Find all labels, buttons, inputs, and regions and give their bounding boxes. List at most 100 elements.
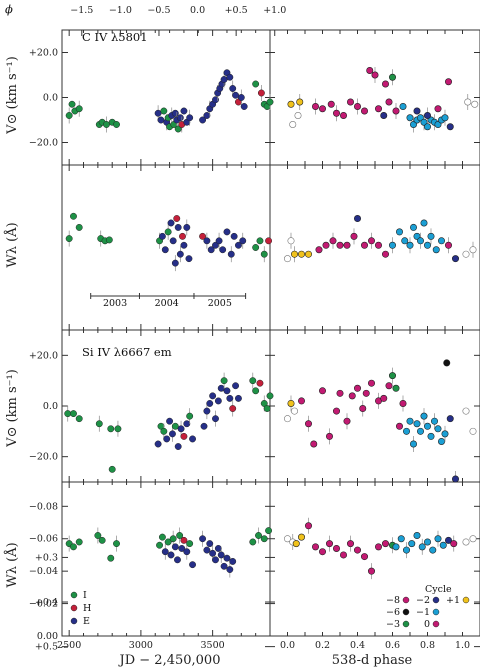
data-point-right	[399, 399, 407, 407]
data-point-right	[469, 427, 477, 435]
y-tick-label: −0.08	[29, 501, 58, 512]
data-point-left	[103, 121, 110, 128]
data-point-right	[402, 546, 410, 554]
cycle-legend-marker	[402, 608, 410, 616]
data-point-right	[297, 250, 305, 258]
data-point-right	[413, 107, 421, 115]
data-point-left	[70, 410, 77, 418]
data-point-right	[451, 255, 459, 263]
data-point-right	[446, 415, 454, 423]
data-point-left	[180, 241, 188, 249]
data-point-left	[239, 237, 247, 245]
data-point-left	[189, 561, 196, 569]
data-point-right	[451, 475, 459, 483]
data-point-right	[444, 536, 452, 544]
year-label: 2004	[155, 298, 179, 309]
data-point-right	[434, 105, 442, 113]
phi-tick-label: −0.5	[147, 5, 170, 16]
ylabel-panel2: Wλ (Å)	[4, 222, 20, 267]
legend-marker	[70, 604, 78, 612]
data-point-left	[105, 236, 113, 244]
data-point-right	[339, 551, 347, 559]
data-point-left	[209, 549, 217, 557]
x-tick-label-left: 3000	[129, 640, 153, 651]
data-point-left	[160, 107, 168, 115]
data-point-right	[353, 546, 361, 554]
data-point-right	[450, 540, 458, 548]
data-point-left	[209, 392, 217, 400]
data-point-right	[464, 98, 472, 106]
data-point-left	[183, 420, 191, 428]
data-point-right	[322, 241, 330, 249]
data-point-right	[462, 538, 470, 546]
cycle-legend-marker	[432, 596, 440, 604]
data-point-right	[374, 105, 382, 113]
cycle-legend-marker	[432, 620, 440, 628]
data-point-right	[413, 531, 421, 539]
data-point-right	[336, 241, 344, 249]
data-point-left	[113, 540, 120, 548]
data-point-left	[200, 422, 208, 430]
data-point-left	[220, 377, 228, 385]
data-point-left	[75, 415, 83, 423]
data-point-left	[107, 425, 115, 433]
data-point-right	[423, 422, 431, 430]
data-point-left	[64, 410, 72, 418]
data-point-right	[409, 440, 417, 448]
x-tick-label-right: 1.0	[455, 640, 470, 651]
data-point-left	[185, 255, 193, 263]
x-tick-label-right: 0.4	[350, 640, 365, 651]
data-point-left	[237, 94, 245, 101]
data-point-right	[416, 427, 424, 435]
data-point-right	[346, 98, 354, 106]
y-tick-label: −20.0	[29, 138, 58, 149]
data-point-right	[402, 427, 410, 435]
data-point-left	[174, 223, 182, 231]
data-point-right	[423, 241, 431, 249]
data-point-right	[432, 246, 440, 254]
data-point-left	[220, 76, 228, 83]
data-point-left	[214, 545, 222, 552]
data-point-left	[160, 427, 168, 435]
data-point-left	[65, 235, 73, 243]
data-point-left	[173, 215, 181, 222]
data-point-left	[174, 443, 182, 450]
data-point-right	[408, 540, 416, 548]
phi-tick-label: −1.5	[70, 5, 93, 16]
data-point-right	[406, 114, 414, 122]
data-point-right	[420, 412, 428, 420]
xlabel-left: JD − 2,450,000	[118, 653, 221, 668]
data-point-left	[169, 237, 177, 245]
data-point-right	[318, 548, 326, 556]
data-point-right	[397, 535, 405, 543]
data-point-right	[420, 219, 428, 227]
data-point-left	[199, 535, 207, 543]
cycle-legend-label: 0	[424, 619, 430, 630]
data-point-right	[413, 420, 421, 428]
data-point-right	[469, 535, 477, 543]
data-point-left	[158, 232, 166, 240]
data-point-left	[203, 237, 211, 245]
x-tick-label-left: 2500	[57, 640, 81, 651]
data-point-left	[183, 548, 191, 556]
y-tick-label: +0.4	[35, 597, 58, 608]
data-point-left	[229, 85, 237, 92]
data-point-left	[212, 415, 219, 423]
data-point-right	[332, 544, 340, 552]
data-point-right	[318, 387, 326, 395]
data-point-right	[416, 237, 424, 245]
cycle-legend-label: −6	[386, 607, 400, 618]
data-point-left	[223, 228, 231, 236]
cycle-legend-marker	[432, 608, 440, 616]
data-point-left	[226, 394, 234, 402]
data-point-left	[156, 541, 163, 549]
data-point-right	[367, 379, 375, 387]
data-point-left	[212, 556, 219, 564]
data-point-right	[327, 100, 335, 108]
data-point-left	[75, 538, 83, 546]
data-point-left	[199, 116, 207, 124]
data-point-left	[260, 250, 268, 258]
data-point-right	[423, 112, 431, 120]
data-point-left	[256, 237, 264, 245]
data-point-left	[180, 107, 188, 115]
